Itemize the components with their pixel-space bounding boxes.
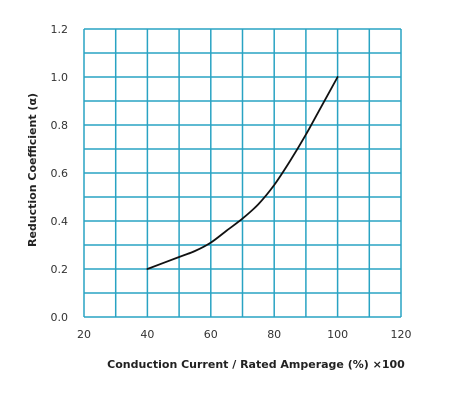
chart-series: [146, 76, 339, 270]
y-tick-label: 0.2: [51, 263, 69, 276]
x-axis-label: Conduction Current / Rated Amperage (%) …: [107, 358, 405, 371]
y-tick-label: 1.0: [51, 71, 69, 84]
chart-grid: [83, 28, 402, 318]
y-axis-label: Reduction Coefficient (α): [26, 93, 39, 247]
y-tick-label: 1.2: [51, 23, 69, 36]
x-tick-label: 20: [77, 328, 91, 341]
x-tick-label: 40: [140, 328, 154, 341]
y-tick-label: 0.8: [51, 119, 69, 132]
x-tick-label: 60: [204, 328, 218, 341]
x-tick-label: 80: [267, 328, 281, 341]
y-tick-label: 0.4: [51, 215, 69, 228]
series-line: [146, 76, 339, 270]
tick-labels: 20 40 60 80 100 120 0.0 0.2 0.4 0.6 0.8 1.0 1.2: [51, 23, 412, 341]
x-tick-label: 100: [327, 328, 348, 341]
x-tick-label: 120: [391, 328, 412, 341]
y-tick-label: 0.0: [51, 311, 69, 324]
y-tick-label: 0.6: [51, 167, 69, 180]
